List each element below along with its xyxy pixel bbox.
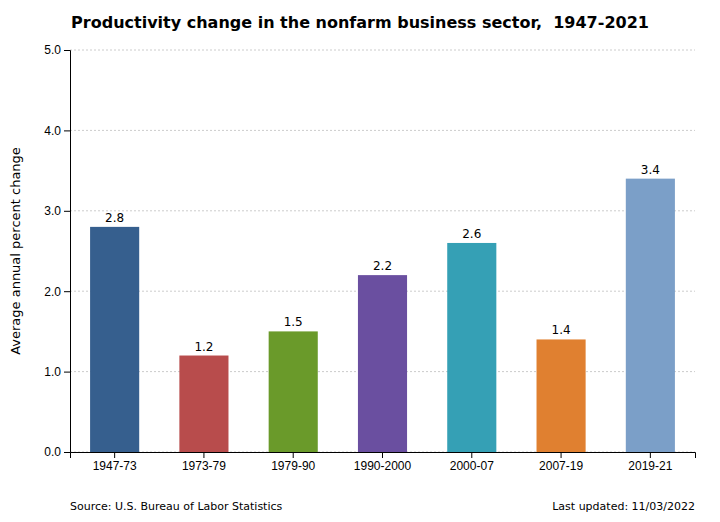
x-tick-mark: [650, 452, 651, 458]
y-tick-mark: [64, 211, 70, 212]
x-axis-line: [71, 453, 696, 459]
y-tick: 5.0: [44, 43, 70, 57]
x-tick: 1947-73: [93, 452, 137, 473]
y-axis: 0.0 1.0 2.0 3.0 4.0 5.0: [44, 43, 70, 459]
x-tick-mark: [114, 452, 115, 458]
data-label: 2.2: [373, 259, 392, 273]
bars: [90, 179, 675, 452]
grid-line: [70, 50, 695, 51]
bar: [90, 227, 139, 452]
data-label: 1.4: [552, 323, 571, 337]
x-tick: 1973-79: [182, 452, 226, 473]
data-label: 3.4: [641, 163, 660, 177]
x-tick-label: 1990-2000: [354, 459, 412, 473]
data-label: 1.2: [194, 340, 213, 354]
bar: [358, 275, 407, 452]
x-tick: 2000-07: [450, 452, 494, 473]
y-tick-mark: [64, 50, 70, 51]
x-tick: 1979-90: [271, 452, 315, 473]
grid-line: [70, 210, 695, 211]
plot: 1947-73 1973-79 1979-90 1990-2000 2000-07 200…: [44, 43, 695, 472]
y-tick: 3.0: [44, 204, 70, 218]
data-label: 2.8: [105, 211, 124, 225]
data-label: 2.6: [462, 227, 481, 241]
bar: [537, 339, 586, 452]
chart: 1947-73 1973-79 1979-90 1990-2000 2000-07 200…: [0, 0, 720, 522]
x-tick: 2019-21: [628, 452, 672, 473]
x-tick-mark: [471, 452, 472, 458]
footer-note: Last updated: 11/03/2022: [552, 500, 695, 513]
x-tick-label: 1973-79: [182, 459, 226, 473]
y-axis-line: [64, 51, 71, 453]
y-tick-label: 5.0: [44, 43, 61, 57]
y-tick: 2.0: [44, 285, 70, 299]
y-tick-label: 0.0: [44, 445, 61, 459]
x-tick: 1990-2000: [354, 452, 412, 473]
y-tick: 1.0: [44, 365, 70, 379]
x-tick-label: 2019-21: [628, 459, 672, 473]
bar: [269, 331, 318, 452]
grid: [70, 50, 695, 452]
y-tick-mark: [64, 291, 70, 292]
x-axis: 1947-73 1973-79 1979-90 1990-2000 2000-07 200…: [71, 452, 696, 473]
x-tick: 2007-19: [539, 452, 583, 473]
y-tick-mark: [64, 130, 70, 131]
x-tick-mark: [561, 452, 562, 458]
y-tick: 4.0: [44, 124, 70, 138]
y-tick-mark: [64, 372, 70, 373]
y-tick-label: 3.0: [44, 204, 61, 218]
x-tick-mark: [382, 452, 383, 458]
y-tick-label: 2.0: [44, 285, 61, 299]
y-tick-label: 1.0: [44, 365, 61, 379]
x-tick-label: 1979-90: [271, 459, 315, 473]
y-tick-label: 4.0: [44, 124, 61, 138]
bar: [447, 243, 496, 452]
y-tick: 0.0: [44, 445, 70, 459]
x-tick-mark: [293, 452, 294, 458]
x-tick-mark: [203, 452, 204, 458]
bar: [179, 356, 228, 452]
data-labels: 2.8 1.2 1.5 2.2 2.6 1.4 3.4: [105, 163, 660, 354]
data-label: 1.5: [284, 315, 303, 329]
x-tick-label: 1947-73: [93, 459, 137, 473]
y-tick-mark: [64, 452, 70, 453]
x-tick-label: 2000-07: [450, 459, 494, 473]
footer-note: Source: U.S. Bureau of Labor Statistics: [70, 500, 283, 513]
y-axis-title: Average annual percent change: [8, 147, 23, 355]
title: Productivity change in the nonfarm busin…: [71, 13, 649, 32]
bar: [626, 179, 675, 452]
x-tick-label: 2007-19: [539, 459, 583, 473]
grid-line: [70, 130, 695, 131]
